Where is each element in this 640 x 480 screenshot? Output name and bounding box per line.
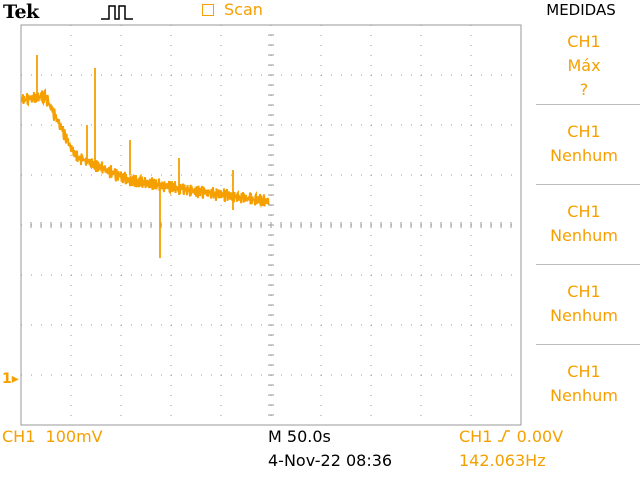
frequency-readout: 142.063Hz [459, 451, 546, 470]
trigger-readout: CH1 0.00V [459, 427, 563, 446]
measure-button-3[interactable]: CH1 Nenhum [530, 200, 638, 280]
acquisition-mode-label: Scan [224, 0, 263, 19]
menu-divider [536, 344, 640, 345]
measure-type-label: Nenhum [550, 146, 618, 165]
date-time-readout: 4-Nov-22 08:36 [268, 451, 393, 470]
measure-button-4[interactable]: CH1 Nenhum [530, 280, 638, 360]
measure-source-label: CH1 [567, 362, 601, 381]
measure-type-label: Nenhum [550, 226, 618, 245]
measure-source-label: CH1 [567, 32, 601, 51]
rising-edge-icon [498, 430, 511, 442]
measure-source-label: CH1 [567, 122, 601, 141]
ch1-ground-marker[interactable]: 1▸ [2, 371, 19, 387]
trigger-channel: CH1 [459, 427, 493, 446]
timebase-readout: M 50.0s [268, 427, 331, 446]
measure-type-label: Nenhum [550, 306, 618, 325]
scan-indicator-icon [202, 4, 214, 16]
measure-source-label: CH1 [567, 282, 601, 301]
ch1-scale-readout: CH1 100mV [2, 427, 103, 446]
trigger-level: 0.00V [516, 427, 564, 446]
measure-type-label: Nenhum [550, 386, 618, 405]
measure-button-2[interactable]: CH1 Nenhum [530, 120, 638, 200]
ch1-waveform-trace [20, 55, 270, 258]
trace-line [20, 88, 270, 209]
menu-divider [536, 184, 640, 185]
measure-button-1[interactable]: CH1 Máx ? [530, 30, 638, 110]
menu-divider [536, 104, 640, 105]
measure-source-label: CH1 [567, 202, 601, 221]
measure-type-label: Máx [567, 56, 601, 75]
menu-divider [536, 264, 640, 265]
trigger-pulse-icon [101, 5, 133, 20]
tek-logo: Tek [3, 1, 39, 23]
graticule [20, 24, 522, 426]
measure-value-label: ? [579, 80, 589, 99]
measure-button-5[interactable]: CH1 Nenhum [530, 360, 638, 440]
menu-title: MEDIDAS [546, 1, 616, 19]
